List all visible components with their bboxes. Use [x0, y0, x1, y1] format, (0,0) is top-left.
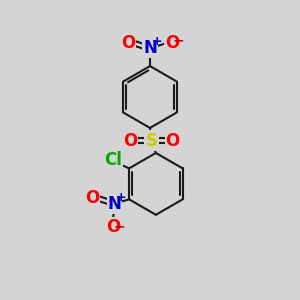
- Text: −: −: [114, 219, 125, 233]
- Text: N: N: [143, 39, 157, 57]
- Text: S: S: [146, 132, 158, 150]
- Text: O: O: [106, 218, 120, 236]
- Text: O: O: [166, 132, 180, 150]
- Text: O: O: [85, 189, 99, 207]
- Text: +: +: [116, 191, 126, 204]
- Text: O: O: [121, 34, 135, 52]
- Text: −: −: [173, 34, 184, 48]
- Text: +: +: [151, 35, 162, 48]
- Text: Cl: Cl: [105, 151, 122, 169]
- Text: O: O: [165, 34, 179, 52]
- Text: N: N: [107, 195, 121, 213]
- Text: O: O: [123, 132, 137, 150]
